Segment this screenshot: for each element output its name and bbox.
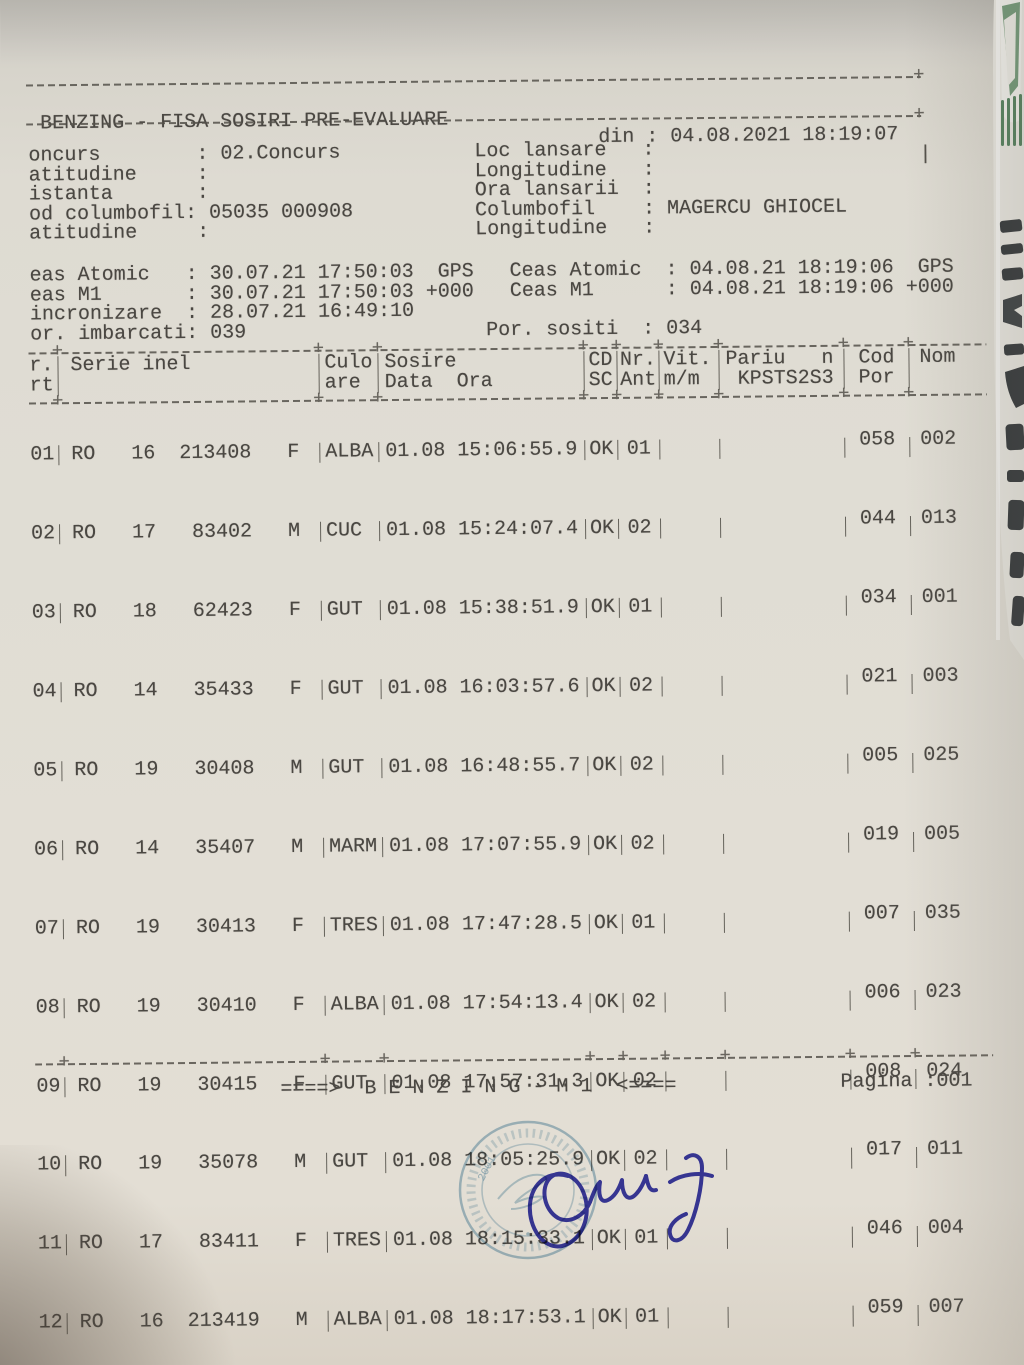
table-row: 04 RO 14 35433 F GUT 01.08 16:03:57.6 OK… (32, 664, 972, 703)
signature (510, 1130, 750, 1285)
info-left-block: oncurs : 02.Concurs atitudine : istanta :o… (28, 141, 354, 246)
table-row: 05 RO 19 30408 M GUT 01.08 16:48:55.7 OK… (32, 743, 973, 782)
col-header-pariu: Pariu n KPSTS2S3 (718, 347, 844, 391)
clock-left-block: eas Atomic : 30.07.21 17:50:03 GPS eas M1… (29, 260, 474, 347)
table-row: 02 RO 17 83402 M CUC 01.08 15:24:07.4 OK… (30, 507, 971, 545)
benzing-m1-banner: ====> B E N Z I N G - M 1 <==== (280, 1074, 677, 1102)
col-header-serie: Serie inel (57, 353, 319, 397)
table-row: 06 RO 14 35407 M MARM 01.08 17:07:55.9 O… (33, 822, 974, 861)
info-right-block: Loc lansare : Longitudine : Ora lansarii :… (474, 138, 848, 242)
clock-right-block: Ceas Atomic : 04.08.21 18:19:06 GPS Ceas… (485, 255, 954, 342)
col-header-vit: Vit. m/m (658, 348, 719, 391)
arrivals-table: +++++++++ r. rt Serie inel Culo are Sosi… (28, 332, 994, 1335)
table-row: 07 RO 19 30413 F TRES 01.08 17:47:28.5 O… (34, 901, 974, 940)
right-edge-shadow (904, 0, 1024, 1365)
table-row: 08 RO 19 30410 F ALBA 01.08 17:54:13.4 O… (35, 980, 975, 1019)
background-object (970, 0, 1024, 665)
table-row: 03 RO 18 62423 F GUT 01.08 15:38:51.9 OK… (31, 585, 971, 624)
col-header-sosire: Sosire Data Ora (377, 350, 584, 394)
col-header-culoare: Culo are (318, 351, 378, 395)
bottom-left-shadow (0, 1145, 260, 1365)
table-row: 01 RO 16 213408 F ALBA 01.08 15:06:55.9 … (29, 428, 970, 467)
table-header-row: r. rt Serie inel Culo are Sosire Data Or… (28, 346, 969, 398)
separator-line: + (25, 64, 925, 87)
col-header-cod-por: Cod Por (843, 346, 909, 390)
